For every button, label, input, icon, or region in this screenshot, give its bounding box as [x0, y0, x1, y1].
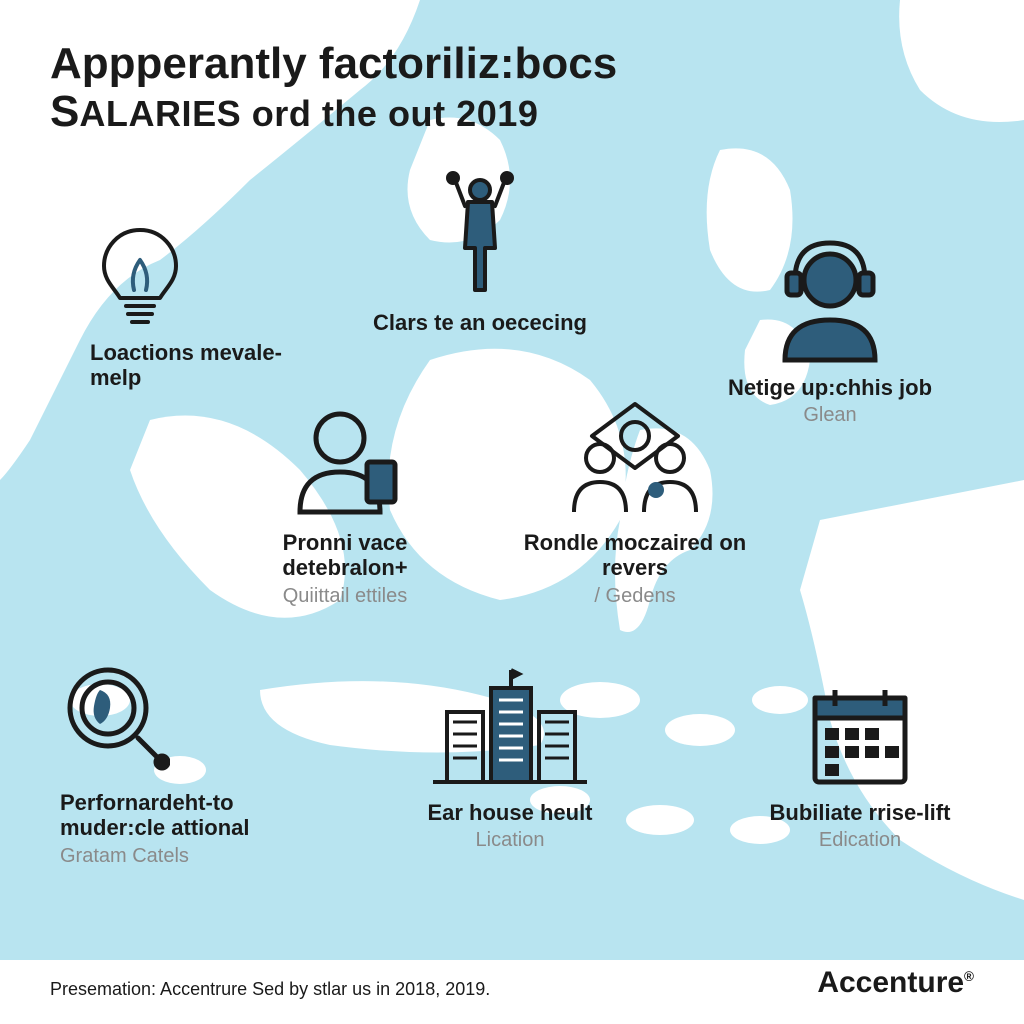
item-label: Bubiliate rrise-lift	[760, 800, 960, 825]
calendar-icon	[805, 680, 915, 790]
attribution-text: Presemation: Accentrure Sed by stlar us …	[50, 979, 490, 1000]
magnifier-globe-icon	[60, 660, 170, 780]
item-cheer-person: Clars te an oececing	[370, 170, 590, 335]
item-magnifier-globe: Perfornardeht-to muder:cle attional Grat…	[60, 660, 320, 868]
title-block: Appperantly factoriliz:bocs SALARIES ord…	[50, 40, 974, 137]
cheer-person-icon	[435, 170, 525, 300]
item-label: Rondle moczaired on revers	[510, 530, 760, 581]
item-sublabel: Lication	[390, 829, 630, 852]
item-label: Clars te an oececing	[370, 310, 590, 335]
buildings-icon	[425, 660, 595, 790]
item-team: Rondle moczaired on revers / Gedens	[510, 400, 760, 608]
item-person-bust: Pronni vace detebralon+ Quiittail ettile…	[225, 400, 465, 608]
item-label: Ear house heult	[390, 800, 630, 825]
person-bust-icon	[285, 400, 405, 520]
item-calendar: Bubiliate rrise-lift Edication	[760, 680, 960, 852]
title-line-1: Appperantly factoriliz:bocs	[50, 40, 974, 88]
item-lightbulb: Loactions mevale-melp	[90, 220, 310, 391]
item-label: Netige up:chhis job	[720, 375, 940, 400]
item-label: Loactions mevale-melp	[90, 340, 310, 391]
item-sublabel: Quiittail ettiles	[225, 585, 465, 608]
headset-person-icon	[765, 225, 895, 365]
item-sublabel: Gratam Catels	[60, 845, 320, 868]
team-icon	[560, 400, 710, 520]
item-sublabel: / Gedens	[510, 585, 760, 608]
item-sublabel: Edication	[760, 829, 960, 852]
item-headset-person: Netige up:chhis job Glean	[720, 225, 940, 427]
brand-logo: Accenture®	[817, 966, 974, 1000]
title-line-2: SALARIES ord the out 2019	[50, 88, 974, 136]
item-label: Pronni vace detebralon+	[225, 530, 465, 581]
lightbulb-icon	[90, 220, 190, 330]
item-buildings: Ear house heult Lication	[390, 660, 630, 852]
item-label: Perfornardeht-to muder:cle attional	[60, 790, 320, 841]
